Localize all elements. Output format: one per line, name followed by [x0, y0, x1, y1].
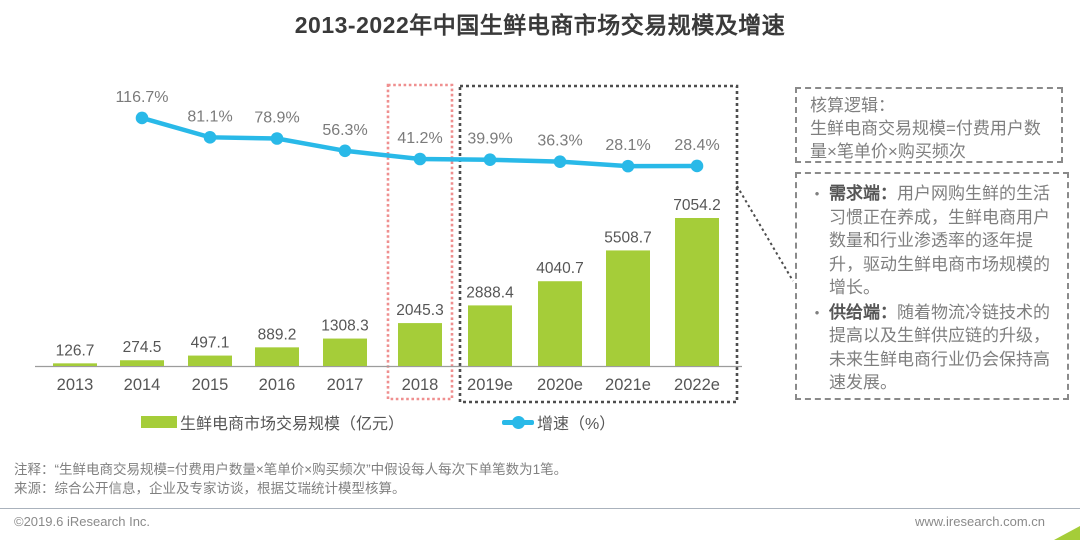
bar-legend-swatch-icon — [141, 416, 177, 428]
x-axis-label-2017: 2017 — [327, 376, 364, 394]
corner-triangle-decoration — [1054, 526, 1080, 540]
growth-point-2021e — [621, 159, 635, 173]
highlight-box-2018 — [386, 83, 454, 401]
x-axis-label-2014: 2014 — [124, 376, 161, 394]
highlight-box-forecast — [458, 84, 739, 404]
footer-copyright: ©2019.6 iResearch Inc. — [14, 514, 151, 529]
insight-body-demand: 用户网购生鲜的生活习惯正在养成，生鲜电商用户数量和行业渗透率的逐年提升，驱动生鲜… — [829, 184, 1050, 297]
growth-point-2016 — [270, 132, 284, 145]
growth-point-2019e — [483, 153, 497, 167]
growth-label-2018: 41.2% — [397, 130, 442, 147]
growth-label-2020e: 36.3% — [537, 133, 582, 150]
insight-box: • 需求端：用户网购生鲜的生活习惯正在养成，生鲜电商用户数量和行业渗透率的逐年提… — [795, 172, 1069, 400]
bar-value-label-2015: 497.1 — [191, 335, 230, 352]
growth-point-2014 — [135, 111, 149, 125]
bar-2020e — [538, 281, 582, 366]
x-axis-label-2015: 2015 — [192, 376, 229, 394]
bar-2016 — [255, 347, 299, 366]
footer-divider — [0, 508, 1080, 509]
insight-item-demand: • 需求端：用户网购生鲜的生活习惯正在养成，生鲜电商用户数量和行业渗透率的逐年提… — [805, 182, 1057, 300]
growth-label-2021e: 28.1% — [605, 137, 650, 154]
chart-title: 2013-2022年中国生鲜电商市场交易规模及增速 — [294, 12, 786, 38]
growth-label-2022e: 28.4% — [674, 137, 719, 154]
growth-point-2015 — [203, 131, 217, 144]
line-legend-dot-icon — [511, 415, 525, 429]
insight-body-supply: 随着物流冷链技术的提高以及生鲜供应链的升级，未来生鲜电商行业仍会保持高速发展。 — [829, 302, 1050, 393]
growth-label-2019e: 39.9% — [467, 131, 512, 148]
growth-point-2017 — [338, 144, 352, 158]
bar-value-label-2018: 2045.3 — [396, 302, 443, 319]
legend-item-growth: 增速（%） — [502, 410, 615, 434]
x-axis-label-2019e: 2019e — [467, 376, 513, 394]
bar-2022e — [675, 218, 719, 366]
bar-2014 — [120, 360, 164, 366]
chart-notes: 注释：“生鲜电商交易规模=付费用户数量×笔单价×购买频次”中假设每人每次下单笔数… — [14, 460, 914, 498]
bar-2017 — [323, 338, 367, 366]
bar-value-label-2017: 1308.3 — [321, 318, 368, 335]
legend-item-scale: 生鲜电商市场交易规模（亿元） — [141, 410, 404, 434]
growth-label-2014: 116.7% — [115, 89, 168, 106]
bar-value-label-2019e: 2888.4 — [466, 284, 514, 301]
calc-logic-title: 核算逻辑： — [810, 96, 895, 115]
x-axis-label-2022e: 2022e — [674, 376, 720, 394]
growth-label-2017: 56.3% — [322, 122, 367, 139]
growth-point-2018 — [413, 152, 427, 166]
growth-label-2016: 78.9% — [254, 110, 299, 127]
source-line: 来源：综合公开信息，企业及专家访谈，根据艾瑞统计模型核算。 — [14, 481, 406, 496]
bar-2013 — [53, 363, 97, 366]
x-axis-label-2018: 2018 — [402, 376, 439, 394]
bar-value-label-2020e: 4040.7 — [536, 260, 583, 277]
insight-item-supply: • 供给端：随着物流冷链技术的提高以及生鲜供应链的升级，未来生鲜电商行业仍会保持… — [805, 301, 1057, 395]
note-line: 注释：“生鲜电商交易规模=付费用户数量×笔单价×购买频次”中假设每人每次下单笔数… — [14, 462, 568, 477]
bullet-icon: • — [814, 186, 820, 201]
bar-legend-label: 生鲜电商市场交易规模（亿元） — [180, 416, 405, 433]
bar-value-label-2016: 889.2 — [258, 326, 297, 343]
calc-logic-body: 生鲜电商交易规模=付费用户数量×笔单价×购买频次 — [810, 119, 1041, 161]
x-axis-label-2021e: 2021e — [605, 376, 651, 394]
x-axis-label-2013: 2013 — [57, 376, 94, 394]
bar-value-label-2022e: 7054.2 — [673, 197, 720, 214]
line-legend-icon — [502, 415, 534, 429]
x-axis-label-2020e: 2020e — [537, 376, 583, 394]
line-legend-label: 增速（%） — [537, 416, 616, 433]
insight-text: 供给端：随着物流冷链技术的提高以及生鲜供应链的升级，未来生鲜电商行业仍会保持高速… — [829, 301, 1057, 395]
insight-label-demand: 需求端： — [829, 184, 897, 203]
bar-2018 — [398, 323, 442, 366]
bar-value-label-2021e: 5508.7 — [604, 229, 651, 246]
insight-label-supply: 供给端： — [829, 302, 897, 322]
chart-legend: 生鲜电商市场交易规模（亿元） 增速（%） — [0, 410, 760, 434]
bar-value-label-2014: 274.5 — [123, 339, 162, 356]
x-axis-label-2016: 2016 — [259, 376, 296, 394]
growth-point-2020e — [553, 155, 567, 168]
footer-url: www.iresearch.com.cn — [914, 514, 1045, 529]
calc-logic-box: 核算逻辑： 生鲜电商交易规模=付费用户数量×笔单价×购买频次 — [795, 87, 1063, 163]
bar-2015 — [188, 355, 232, 366]
bullet-icon: • — [814, 304, 820, 320]
insight-text: 需求端：用户网购生鲜的生活习惯正在养成，生鲜电商用户数量和行业渗透率的逐年提升，… — [829, 182, 1057, 300]
bar-2021e — [606, 250, 650, 366]
connector-dotted-line — [736, 185, 794, 282]
bar-value-label-2013: 126.7 — [56, 342, 95, 359]
bar-2019e — [468, 305, 512, 366]
growth-label-2015: 81.1% — [187, 108, 232, 125]
growth-point-2022e — [690, 159, 704, 173]
